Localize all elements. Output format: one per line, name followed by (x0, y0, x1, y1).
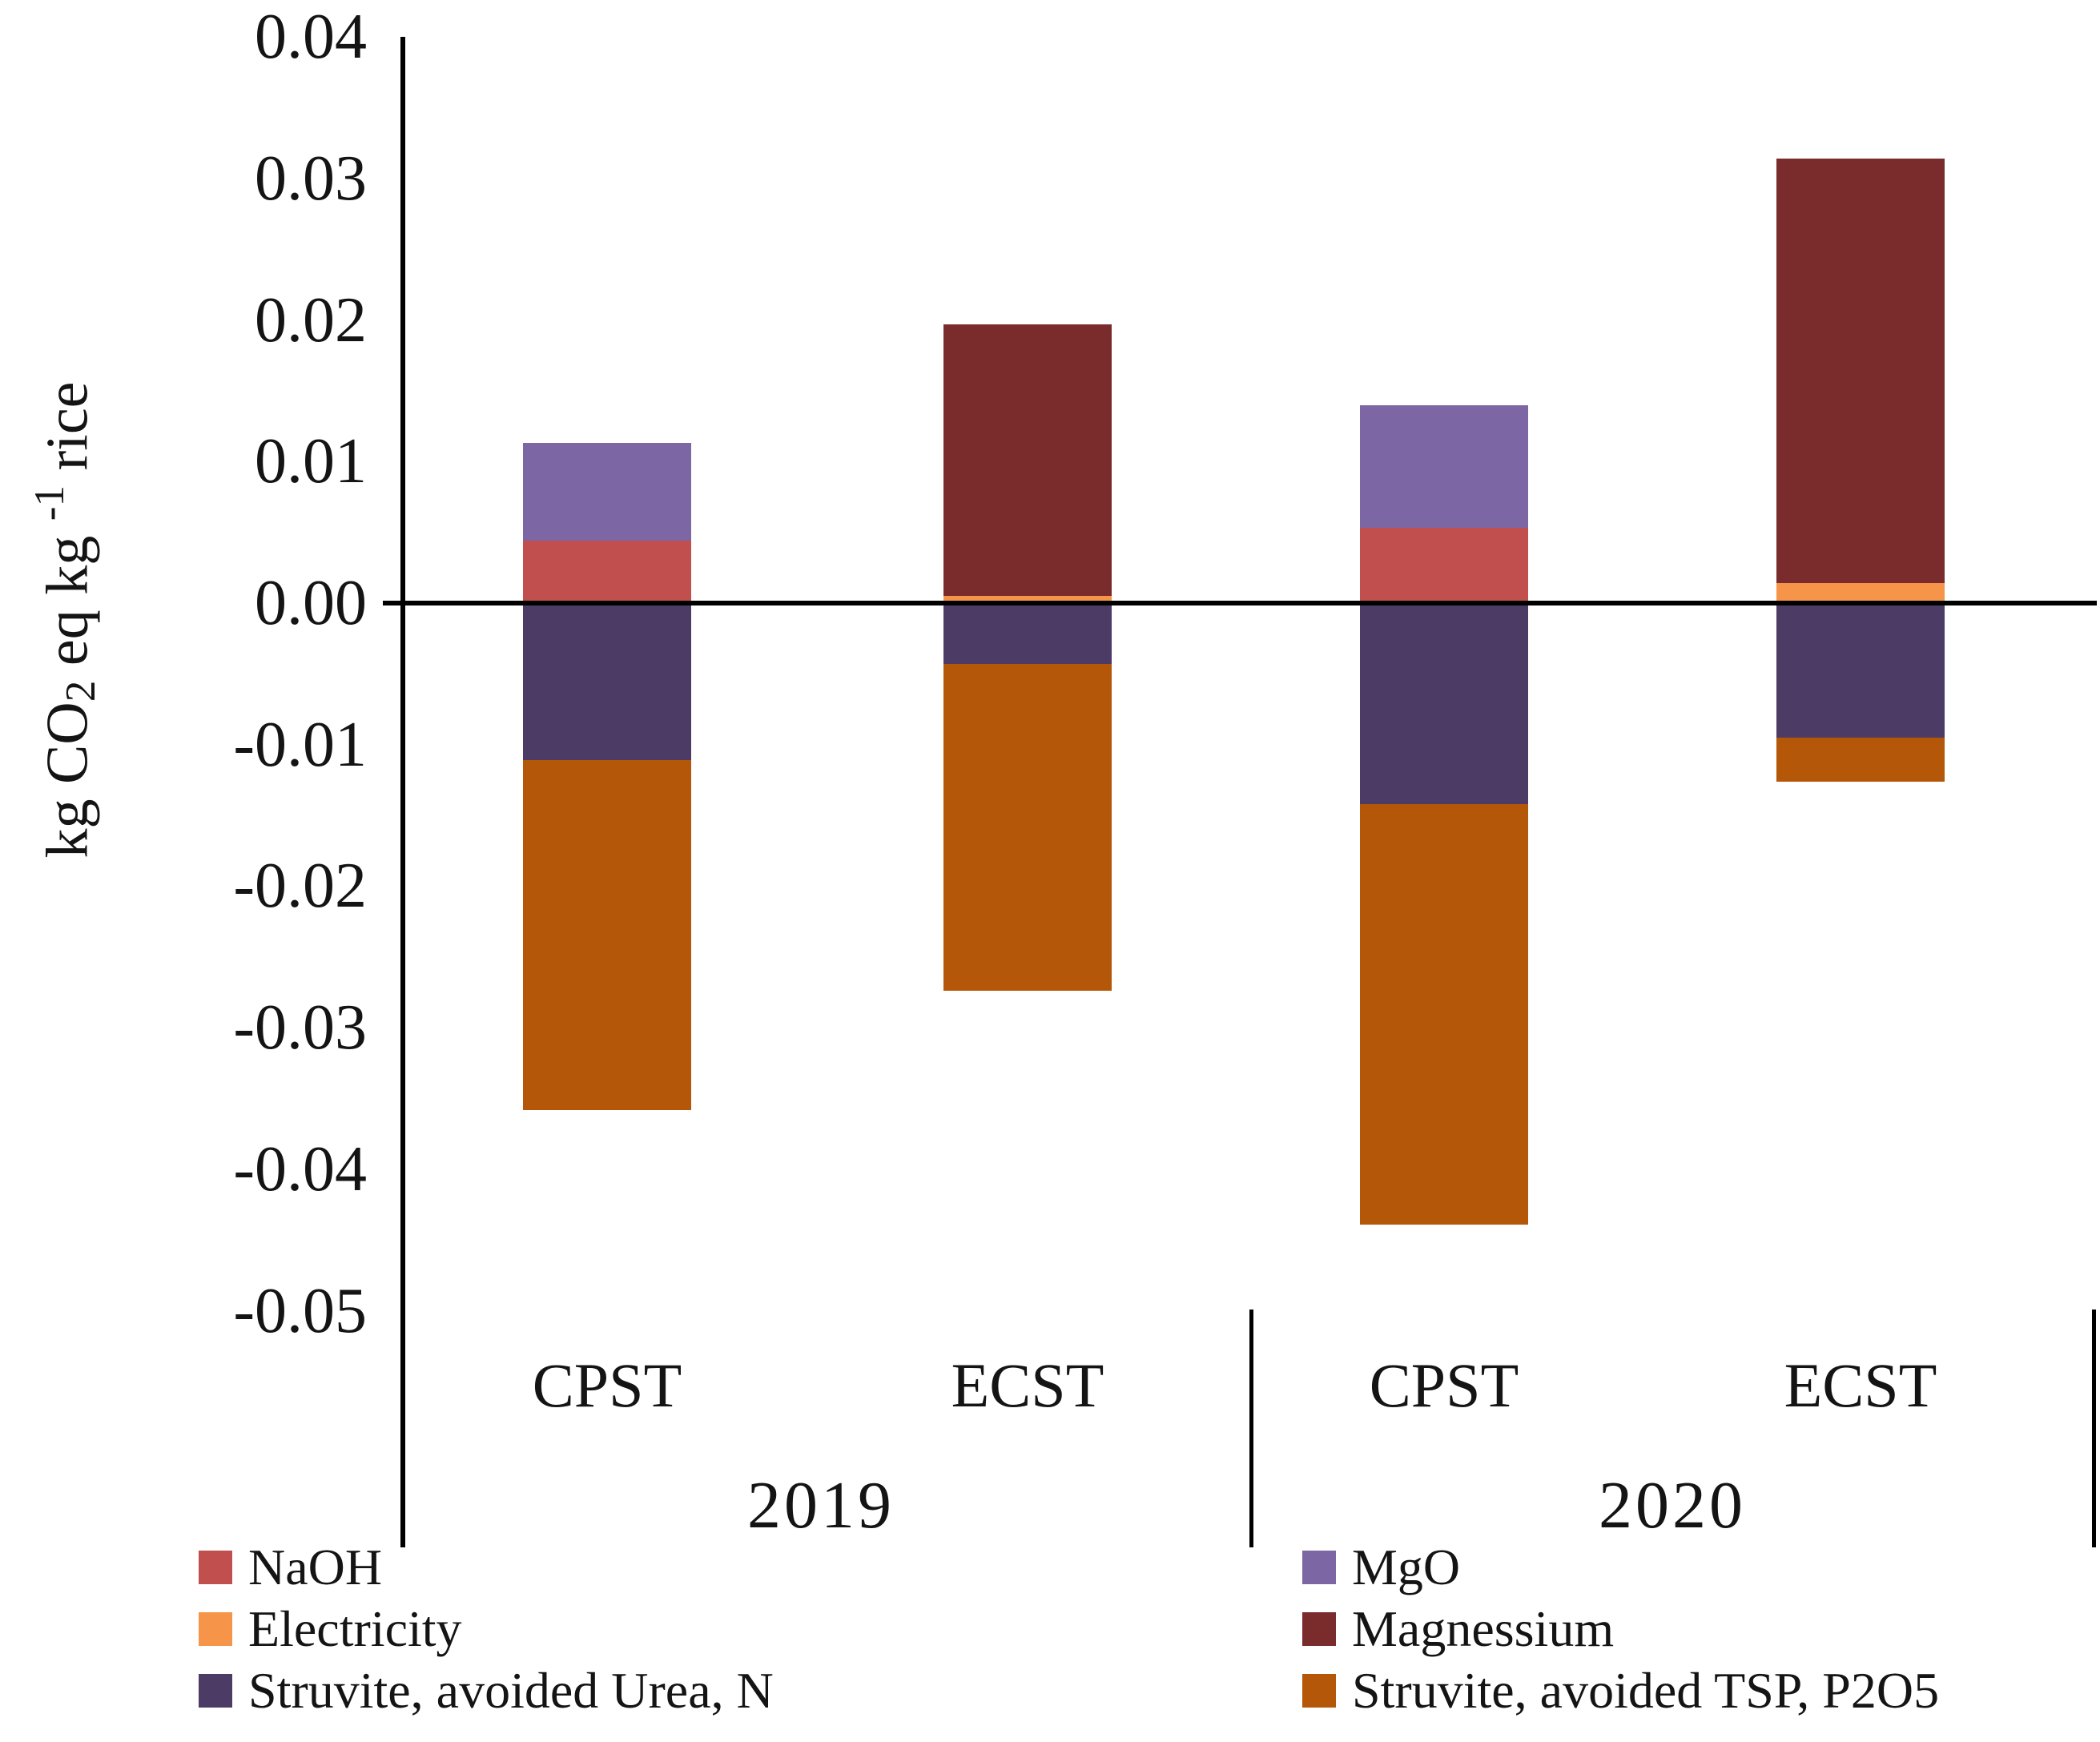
legend-item-naoh: NaOH (199, 1536, 774, 1598)
legend-swatch-naoh (199, 1550, 232, 1584)
y-tick-label: 0.01 (255, 426, 367, 497)
legend-swatch-struvite-avoided-tsp-p2o5 (1302, 1673, 1336, 1708)
y-axis-line (400, 37, 405, 1547)
y-tick-label: -0.01 (233, 709, 367, 780)
x-category-label-ecst-2019: ECST (951, 1350, 1104, 1420)
x-category-label-cpst-2020: CPST (1369, 1350, 1519, 1420)
y-tick-label: -0.04 (233, 1133, 367, 1205)
bar-segment-cpst-2019-struvite-avoided-tsp-p2o5 (523, 760, 691, 1110)
bar-segment-ecst-2020-magnessium (1776, 159, 1945, 584)
zero-baseline (383, 601, 2097, 605)
y-tick-label: 0.00 (255, 568, 367, 638)
y-tick-label: 0.02 (255, 284, 367, 356)
legend-swatch-mgo (1302, 1550, 1336, 1584)
legend-label-electricity: Electricity (248, 1599, 462, 1657)
legend-label-naoh: NaOH (248, 1538, 383, 1595)
bar-segment-cpst-2020-struvite-avoided-urea-n (1360, 603, 1528, 804)
legend-swatch-magnessium (1302, 1611, 1336, 1646)
legend-label-struvite-avoided-urea-n: Struvite, avoided Urea, N (248, 1661, 774, 1719)
plot-right-edge-line (2092, 1310, 2096, 1547)
bar-segment-cpst-2019-mgo (523, 443, 691, 541)
bar-segment-ecst-2020-struvite-avoided-tsp-p2o5 (1776, 737, 1945, 782)
legend-label-magnessium: Magnessium (1352, 1599, 1615, 1657)
bar-segment-cpst-2020-naoh (1360, 528, 1528, 603)
legend-label-struvite-avoided-tsp-p2o5: Struvite, avoided TSP, P2O5 (1352, 1661, 1940, 1719)
x-group-label-2019: 2019 (747, 1468, 895, 1543)
y-tick-label: 0.04 (255, 2, 367, 73)
legend-label-mgo: MgO (1352, 1538, 1461, 1595)
legend-swatch-struvite-avoided-urea-n (199, 1673, 232, 1708)
y-tick-label: 0.03 (255, 143, 367, 214)
x-category-label-cpst-2019: CPST (532, 1350, 682, 1420)
bar-segment-cpst-2020-struvite-avoided-tsp-p2o5 (1360, 803, 1528, 1225)
legend-item-struvite-avoided-tsp-p2o5: Struvite, avoided TSP, P2O5 (1302, 1660, 1939, 1721)
bar-segment-ecst-2020-electricity (1776, 583, 1945, 603)
legend-item-electricity: Electricity (199, 1598, 774, 1660)
y-tick-label: -0.03 (233, 992, 367, 1064)
group-divider-line (1249, 1310, 1253, 1547)
bar-segment-ecst-2019-struvite-avoided-tsp-p2o5 (943, 663, 1112, 992)
y-tick-label: -0.02 (233, 851, 367, 922)
legend-column-left: NaOH Electricity Struvite, avoided Urea, N (199, 1536, 774, 1721)
legend-item-mgo: MgO (1302, 1536, 1939, 1598)
bar-segment-ecst-2019-magnessium (943, 324, 1112, 597)
legend-column-right: MgO Magnessium Struvite, avoided TSP, P2O5 (1302, 1536, 1939, 1721)
bar-segment-ecst-2019-electricity (943, 596, 1112, 603)
legend-item-magnessium: Magnessium (1302, 1598, 1939, 1660)
y-tick-label: -0.05 (233, 1275, 367, 1346)
legend-item-struvite-avoided-urea-n: Struvite, avoided Urea, N (199, 1660, 774, 1721)
x-group-label-2020: 2020 (1599, 1468, 1746, 1543)
bar-segment-cpst-2019-struvite-avoided-urea-n (523, 603, 691, 761)
x-category-label-ecst-2020: ECST (1784, 1350, 1937, 1420)
bar-segment-cpst-2019-naoh (523, 541, 691, 603)
bar-segment-cpst-2020-mgo (1360, 404, 1528, 529)
y-axis-title-subscript: 2 (56, 680, 104, 702)
bar-segment-ecst-2019-struvite-avoided-urea-n (943, 603, 1112, 664)
bar-segment-ecst-2020-struvite-avoided-urea-n (1776, 603, 1945, 738)
legend-swatch-electricity (199, 1611, 232, 1646)
